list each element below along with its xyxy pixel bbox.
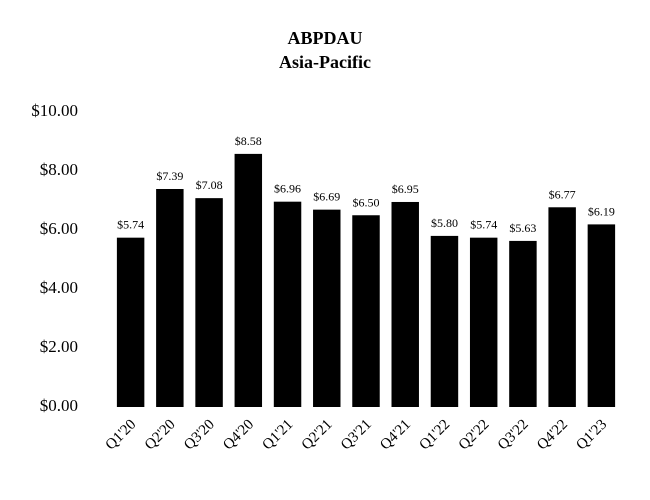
x-tick-label: Q2'22 [456,417,493,454]
value-label: $5.74 [470,218,497,232]
bar [116,237,145,407]
value-label: $6.77 [549,187,576,201]
x-tick-label: Q1'21 [260,417,297,454]
y-tick-label: $2.00 [40,337,78,356]
x-tick-label: Q4'20 [220,417,257,454]
value-label: $7.08 [196,178,223,192]
chart-subtitle: Asia-Pacific [279,52,371,72]
bar [195,198,223,407]
x-tick-label: Q3'21 [338,417,375,454]
x-tick-label: Q4'21 [377,417,414,454]
value-label: $6.50 [353,195,380,209]
x-tick-label: Q1'22 [416,417,453,454]
value-label: $7.39 [156,169,183,183]
bar [430,235,459,407]
value-label: $5.63 [509,221,536,235]
x-tick-label: Q3'22 [495,417,532,454]
bar [509,240,537,407]
bar [352,215,380,407]
value-label: $6.69 [313,190,340,204]
x-tick-label: Q3'20 [181,417,218,454]
x-tick-label: Q2'21 [299,417,336,454]
value-label: $6.96 [274,182,301,196]
chart-title: ABPDAU [288,28,363,48]
value-label: $5.80 [431,216,458,230]
y-tick-label: $6.00 [40,219,78,238]
bar [273,201,302,407]
value-label: $5.74 [117,218,144,232]
x-tick-label: Q1'20 [103,417,140,454]
value-label: $6.19 [588,204,615,218]
bar [234,153,263,407]
x-tick-label: Q2'20 [142,417,179,454]
bar [156,188,184,407]
value-label: $8.58 [235,134,262,148]
y-tick-label: $10.00 [31,101,78,120]
bar [587,224,616,407]
x-tick-label: Q4'22 [534,417,571,454]
bar [313,209,341,407]
bar [391,201,419,407]
bar [469,237,498,407]
y-tick-label: $8.00 [40,160,78,179]
bar [548,207,576,407]
value-label: $6.95 [392,182,419,196]
y-tick-label: $0.00 [40,396,78,415]
y-tick-label: $4.00 [40,278,78,297]
x-tick-label: Q1'23 [573,417,610,454]
